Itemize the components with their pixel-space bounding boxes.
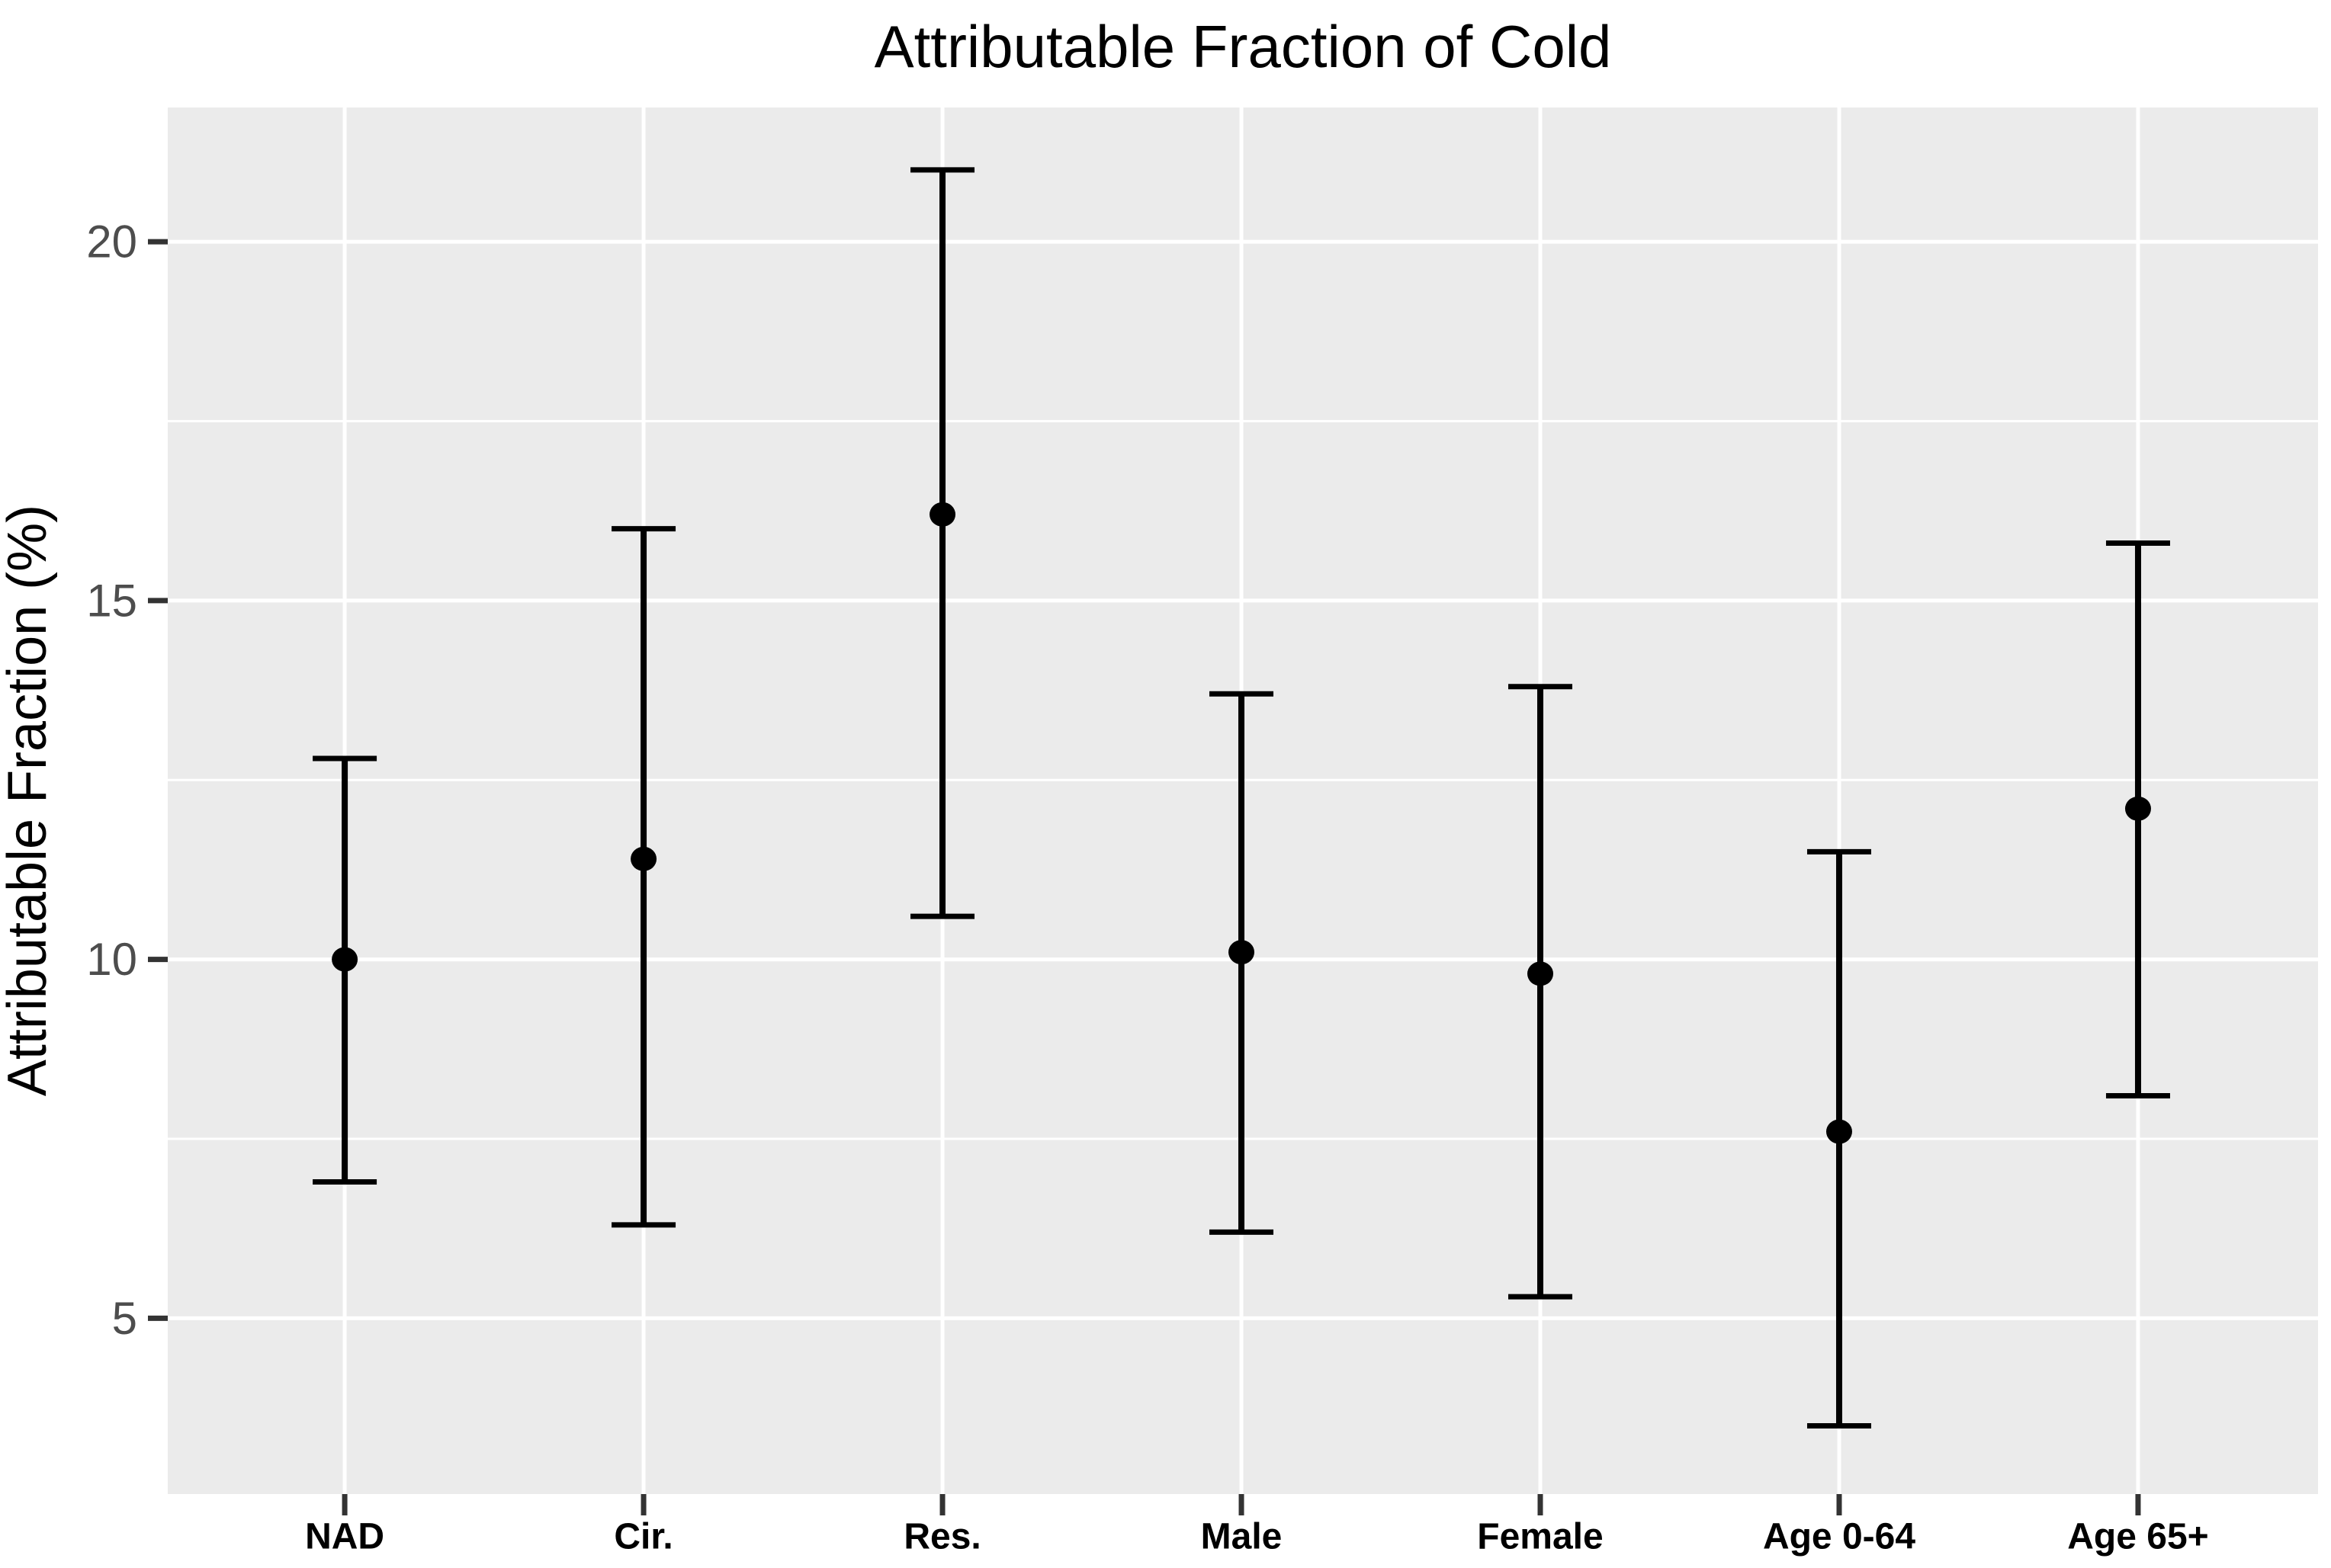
error-bar-male — [1209, 691, 1274, 1235]
y-tick-label: 5 — [112, 1293, 137, 1344]
x-category-label: NAD — [305, 1517, 384, 1557]
error-bar-age-0-64 — [1806, 848, 1871, 1429]
error-bar-age-65- — [2105, 540, 2170, 1098]
point-estimate-dot — [1228, 940, 1255, 965]
x-category-label: Cir. — [614, 1517, 673, 1557]
y-tick-label: 15 — [86, 575, 137, 626]
point-estimate-dot — [1527, 961, 1554, 986]
point-estimate-dot — [2124, 796, 2151, 821]
y-axis-tick-labels: 20 15 10 5 — [86, 216, 137, 1344]
point-estimate-dot — [930, 502, 956, 527]
point-estimate-dot — [1825, 1119, 1852, 1144]
point-estimate-dot — [631, 846, 657, 871]
error-bar-cir- — [612, 526, 676, 1228]
point-estimate-dot — [332, 947, 358, 972]
x-category-label: Res. — [904, 1517, 981, 1557]
x-category-label: Female — [1477, 1517, 1603, 1557]
x-category-label: Male — [1201, 1517, 1283, 1557]
error-bar-female — [1508, 684, 1573, 1300]
axis-tick-marks — [148, 239, 2141, 1515]
x-category-label: Age 0-64 — [1763, 1517, 1915, 1557]
error-bar-nad — [313, 755, 377, 1185]
y-axis-title: Attributable Fraction (%) — [0, 505, 58, 1096]
x-axis-category-labels: NAD Cir. Res. Male Female Age 0-64 Age 65+ — [305, 1517, 2209, 1557]
chart-title: Attributable Fraction of Cold — [875, 13, 1612, 80]
y-tick-label: 10 — [86, 934, 137, 985]
x-category-label: Age 65+ — [2067, 1517, 2208, 1557]
error-bar-res- — [910, 167, 975, 919]
y-tick-label: 20 — [86, 216, 137, 268]
error-bar-series — [313, 167, 2170, 1429]
